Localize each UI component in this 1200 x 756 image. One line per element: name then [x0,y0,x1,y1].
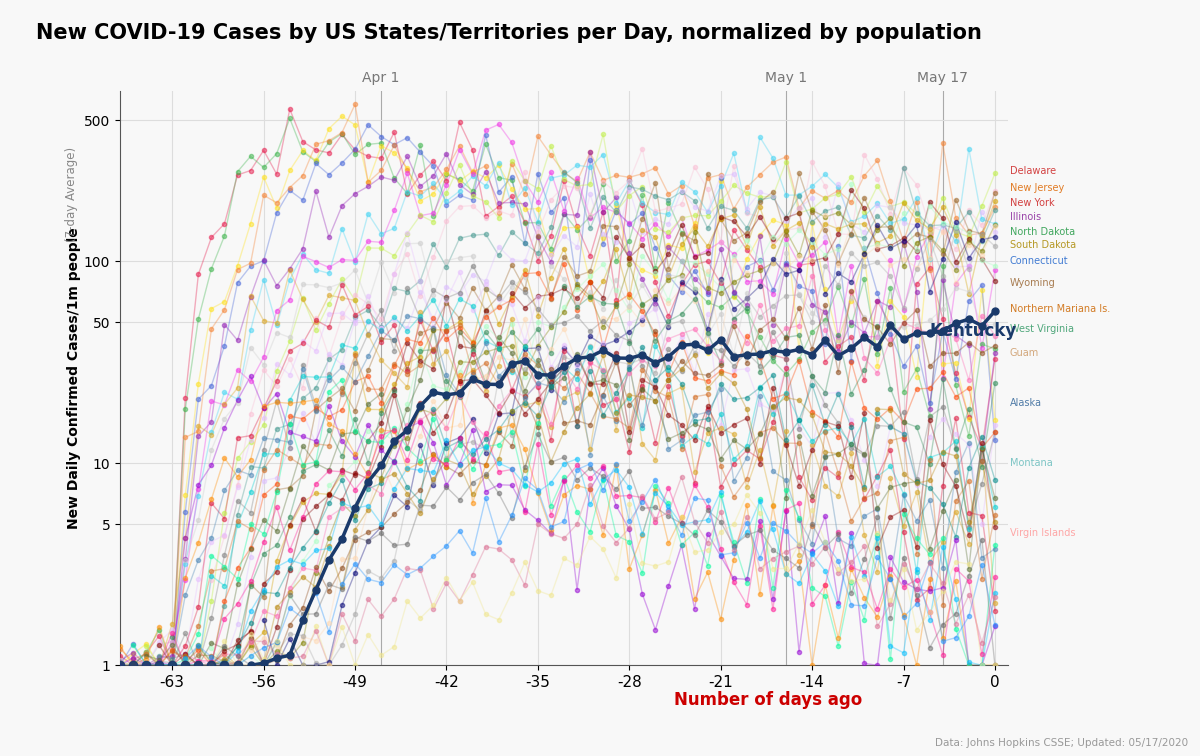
Text: Wyoming: Wyoming [1009,278,1056,288]
Text: Virgin Islands: Virgin Islands [1009,528,1075,538]
Text: Data: Johns Hopkins CSSE; Updated: 05/17/2020: Data: Johns Hopkins CSSE; Updated: 05/17… [935,739,1188,748]
Text: May 1: May 1 [764,71,808,85]
Y-axis label: New Daily Confirmed Cases/1m people: New Daily Confirmed Cases/1m people [67,227,82,529]
Text: New COVID-19 Cases by US States/Territories per Day, normalized by population: New COVID-19 Cases by US States/Territor… [36,23,982,42]
Text: Northern Mariana Is.: Northern Mariana Is. [1009,304,1110,314]
Text: Delaware: Delaware [1009,166,1056,176]
Text: New Jersey: New Jersey [1009,184,1064,194]
Text: Kentucky: Kentucky [930,322,1016,340]
Text: North Dakota: North Dakota [1009,227,1075,237]
Text: May 17: May 17 [917,71,968,85]
Text: Illinois: Illinois [1009,212,1040,222]
Text: Apr 1: Apr 1 [362,71,400,85]
Text: Guam: Guam [1009,349,1039,358]
Text: Montana: Montana [1009,458,1052,468]
Text: Number of days ago: Number of days ago [674,692,863,709]
Text: New York: New York [1009,198,1055,208]
Text: Connecticut: Connecticut [1009,256,1068,266]
Text: Alaska: Alaska [1009,398,1042,407]
Text: (7-day Average): (7-day Average) [65,147,78,242]
Text: South Dakota: South Dakota [1009,240,1076,250]
Text: West Virginia: West Virginia [1009,324,1074,334]
